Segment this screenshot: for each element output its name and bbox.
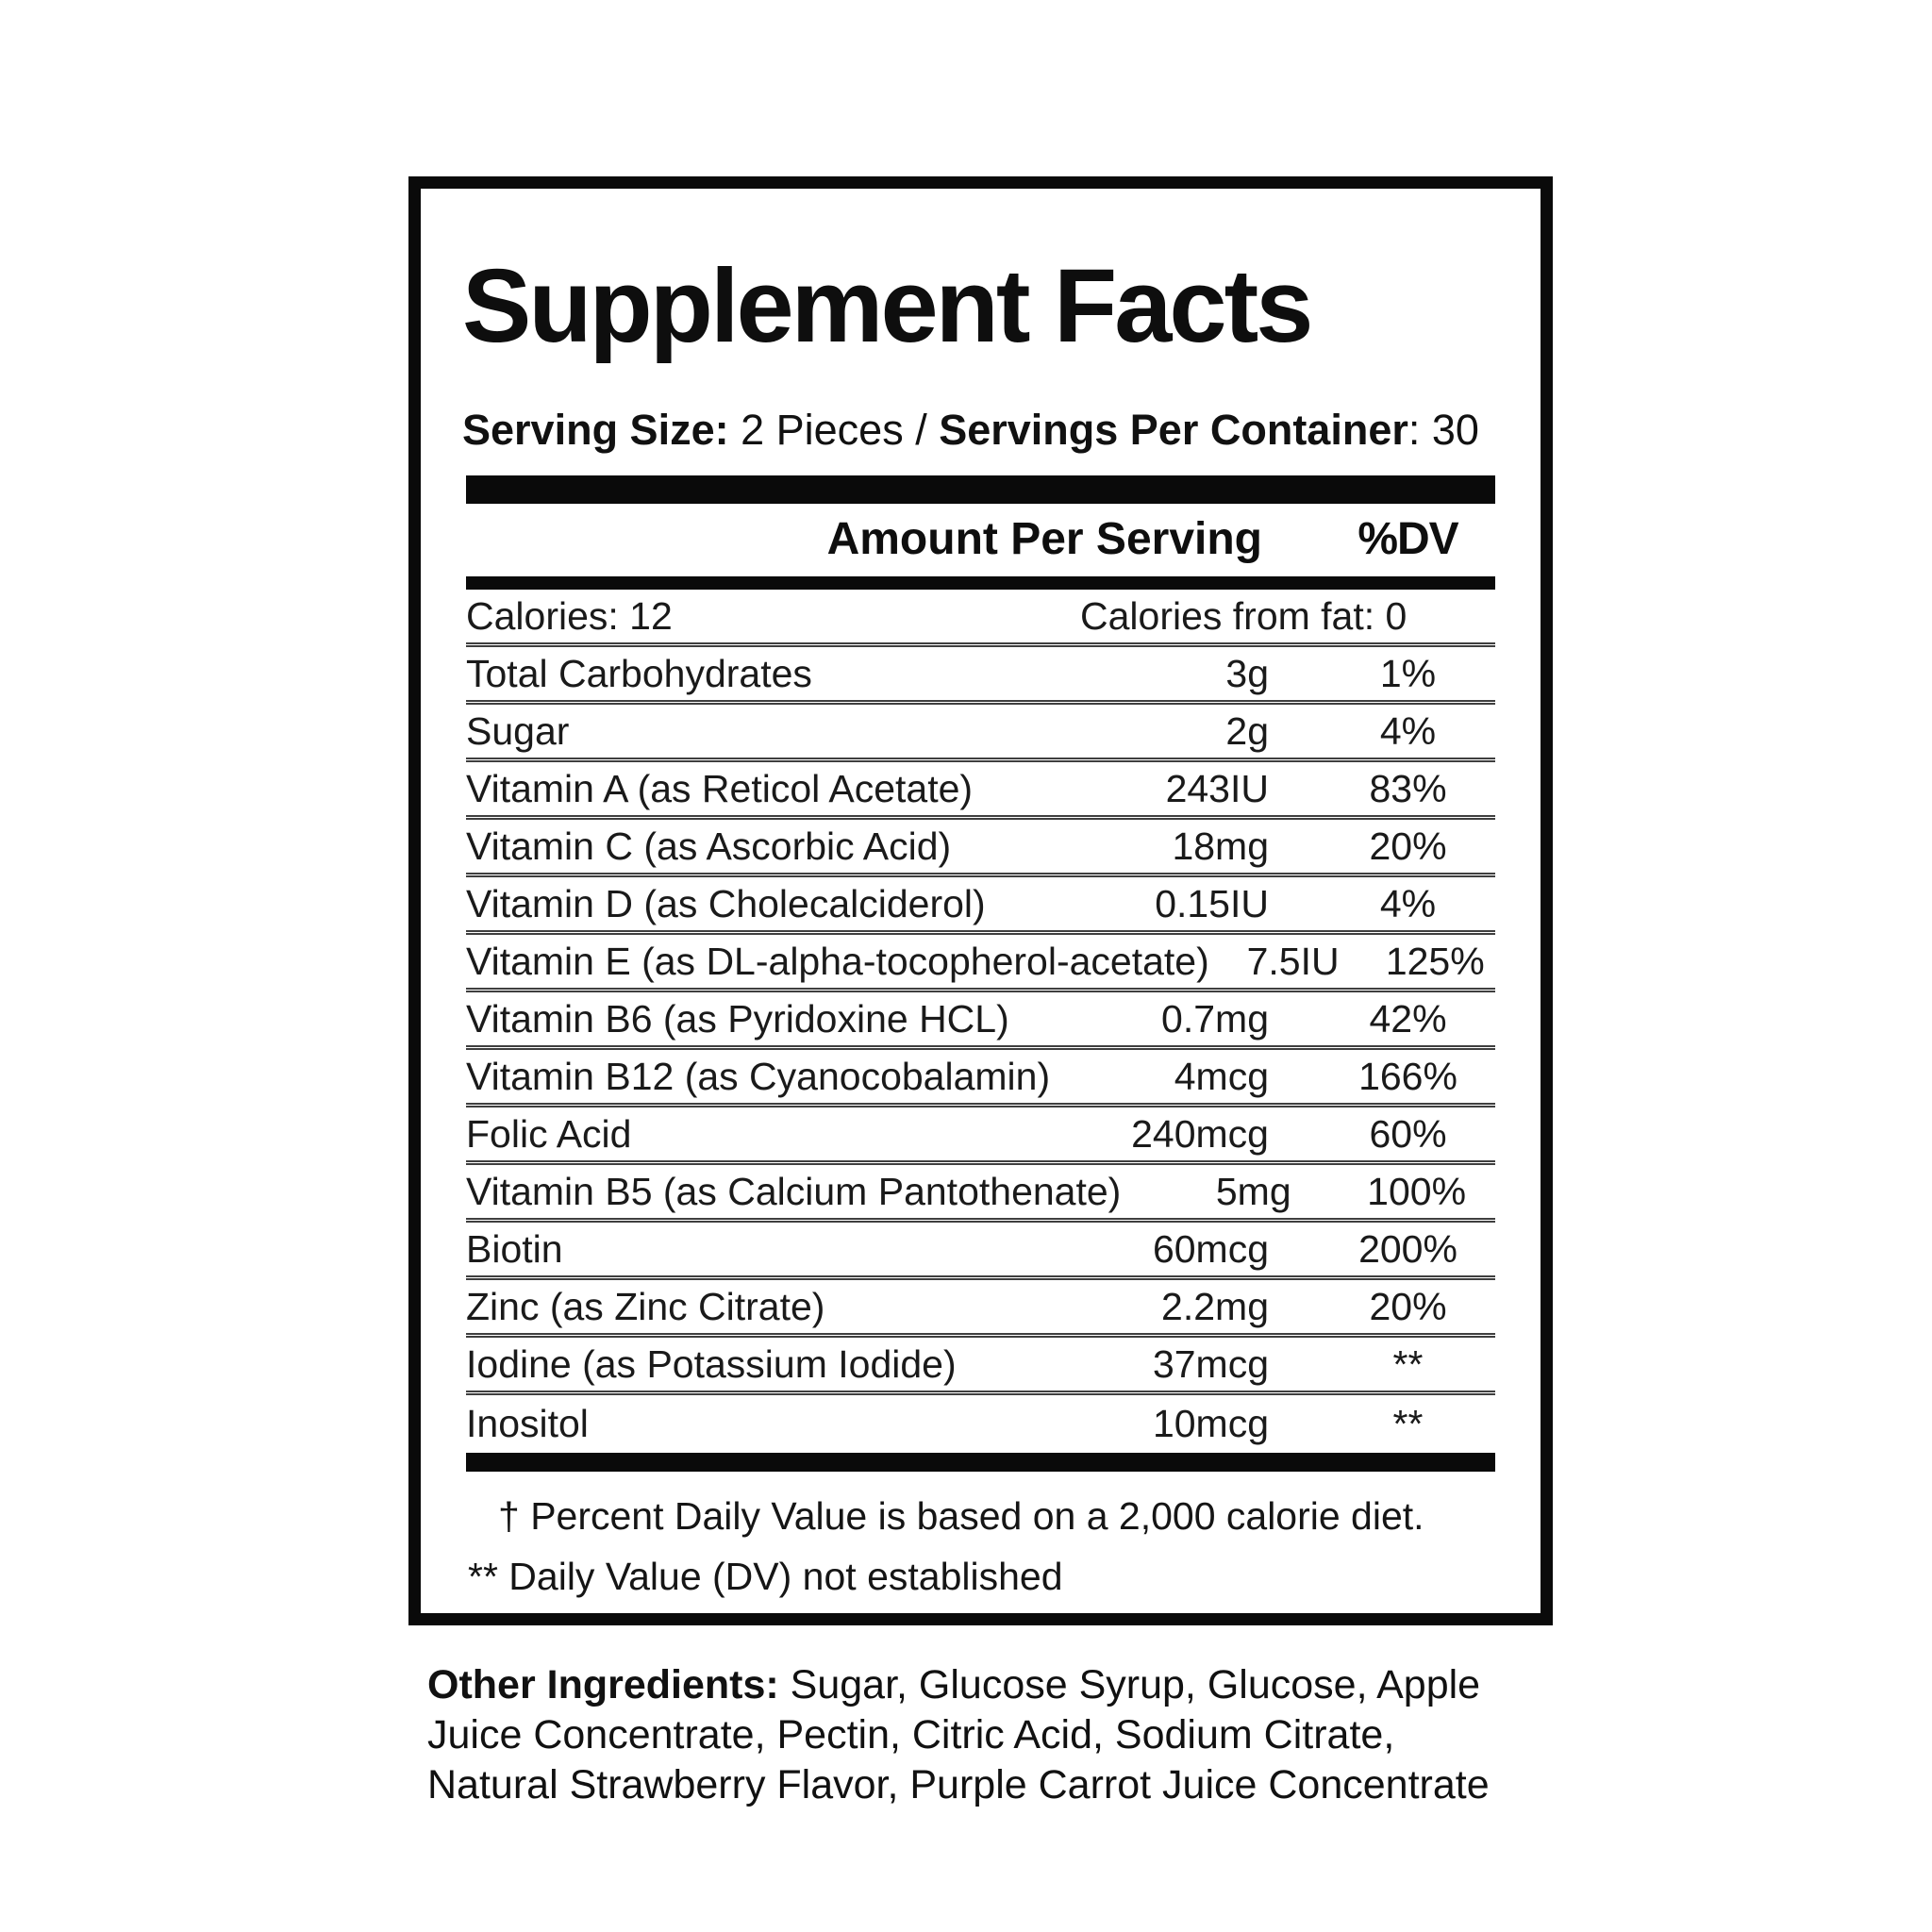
table-row: Vitamin B5 (as Calcium Pantothenate) 5mg… — [466, 1165, 1495, 1223]
nutrient-name: Vitamin C (as Ascorbic Acid) — [466, 824, 952, 868]
table-row: Vitamin C (as Ascorbic Acid) 18mg 20% — [466, 820, 1495, 877]
footnote-daily-value: † Percent Daily Value is based on a 2,00… — [498, 1494, 1424, 1538]
nutrient-name: Vitamin B12 (as Cyanocobalamin) — [466, 1054, 1051, 1098]
nutrient-amount: 60mcg — [1152, 1226, 1269, 1271]
table-row: Vitamin D (as Cholecalciderol) 0.15IU 4% — [466, 877, 1495, 935]
separator-bar-top — [466, 475, 1495, 504]
table-row: Total Carbohydrates 3g 1% — [466, 647, 1495, 705]
table-row: Inositol 10mcg ** — [466, 1395, 1495, 1453]
nutrient-dv: 20% — [1369, 824, 1447, 868]
separator-bar-bottom — [466, 1453, 1495, 1472]
nutrient-dv: 4% — [1379, 708, 1437, 753]
nutrient-name: Total Carbohydrates — [466, 651, 812, 695]
nutrient-dv: 83% — [1369, 766, 1447, 810]
nutrient-name: Vitamin B5 (as Calcium Pantothenate) — [466, 1169, 1122, 1213]
serving-size-value: 2 Pieces / — [728, 406, 940, 454]
table-row: Vitamin B6 (as Pyridoxine HCL) 0.7mg 42% — [466, 992, 1495, 1050]
serving-info: Serving Size: 2 Pieces / Servings Per Co… — [462, 406, 1518, 455]
nutrient-name: Folic Acid — [466, 1111, 632, 1156]
nutrient-amount: 37mcg — [1152, 1341, 1269, 1386]
nutrient-name: Biotin — [466, 1226, 563, 1271]
nutrient-amount: 243IU — [1165, 766, 1269, 810]
nutrient-dv: 200% — [1358, 1226, 1457, 1271]
panel-title: Supplement Facts — [462, 248, 1313, 364]
nutrient-amount: 0.7mg — [1161, 996, 1269, 1041]
nutrient-table: Calories: 12 Calories from fat: 0 Total … — [466, 590, 1495, 1453]
nutrient-amount: 7.5IU — [1246, 939, 1340, 983]
nutrient-dv: ** — [1392, 1341, 1424, 1386]
table-row: Sugar 2g 4% — [466, 705, 1495, 762]
nutrient-dv: 1% — [1379, 651, 1437, 695]
serving-size-label: Serving Size: — [462, 406, 729, 454]
nutrient-name: Sugar — [466, 708, 570, 753]
calories-label: Calories: 12 — [466, 593, 673, 638]
nutrient-amount: 18mg — [1172, 824, 1269, 868]
nutrient-name: Inositol — [466, 1402, 589, 1445]
nutrient-name: Iodine (as Potassium Iodide) — [466, 1341, 957, 1386]
nutrient-dv: 100% — [1367, 1169, 1467, 1213]
table-row: Vitamin B12 (as Cyanocobalamin) 4mcg 166… — [466, 1050, 1495, 1108]
separator-bar-header — [466, 576, 1495, 590]
footnotes: † Percent Daily Value is based on a 2,00… — [466, 1494, 1495, 1599]
nutrient-amount: 5mg — [1215, 1169, 1291, 1213]
nutrient-name: Vitamin E (as DL-alpha-tocopherol-acetat… — [466, 939, 1209, 983]
nutrient-dv: 125% — [1385, 939, 1485, 983]
nutrient-name: Zinc (as Zinc Citrate) — [466, 1284, 825, 1328]
calories-from-fat-label: Calories from fat: 0 — [1080, 593, 1407, 638]
nutrient-amount: 2g — [1225, 708, 1269, 753]
nutrient-dv: 60% — [1369, 1111, 1447, 1156]
panel-inner: Supplement Facts Serving Size: 2 Pieces … — [421, 255, 1541, 1599]
servings-per-container-value: : 30 — [1407, 406, 1479, 454]
table-row: Folic Acid 240mcg 60% — [466, 1108, 1495, 1165]
column-header-row: Amount Per Serving %DV — [466, 513, 1495, 565]
nutrient-dv: ** — [1392, 1402, 1424, 1445]
nutrient-dv: 166% — [1358, 1054, 1457, 1098]
other-ingredients-paragraph: Other Ingredients: Sugar, Glucose Syrup,… — [427, 1660, 1517, 1810]
nutrient-name: Vitamin A (as Reticol Acetate) — [466, 766, 974, 810]
table-row: Biotin 60mcg 200% — [466, 1223, 1495, 1280]
table-row: Iodine (as Potassium Iodide) 37mcg ** — [466, 1338, 1495, 1395]
nutrient-amount: 240mcg — [1131, 1111, 1269, 1156]
supplement-facts-panel: Supplement Facts Serving Size: 2 Pieces … — [408, 176, 1553, 1625]
servings-per-container-label: Servings Per Container — [939, 406, 1408, 454]
nutrient-amount: 3g — [1225, 651, 1269, 695]
nutrient-dv: 20% — [1369, 1284, 1447, 1328]
nutrient-name: Vitamin D (as Cholecalciderol) — [466, 881, 986, 925]
table-row: Zinc (as Zinc Citrate) 2.2mg 20% — [466, 1280, 1495, 1338]
table-row: Vitamin E (as DL-alpha-tocopherol-acetat… — [466, 935, 1495, 992]
nutrient-amount: 4mcg — [1174, 1054, 1269, 1098]
nutrient-amount: 0.15IU — [1155, 881, 1269, 925]
amount-per-serving-header: Amount Per Serving — [826, 514, 1262, 564]
nutrient-amount: 2.2mg — [1161, 1284, 1269, 1328]
other-ingredients-label: Other Ingredients: — [427, 1662, 779, 1707]
percent-dv-header: %DV — [1357, 514, 1458, 564]
nutrient-amount: 10mcg — [1152, 1402, 1269, 1445]
table-row: Vitamin A (as Reticol Acetate) 243IU 83% — [466, 762, 1495, 820]
nutrient-dv: 4% — [1379, 881, 1437, 925]
nutrient-dv: 42% — [1369, 996, 1447, 1041]
nutrient-name: Vitamin B6 (as Pyridoxine HCL) — [466, 996, 1009, 1041]
other-ingredients-text: Sugar, Glucose Syrup, Glucose, Apple Jui… — [427, 1662, 1490, 1807]
table-row-calories: Calories: 12 Calories from fat: 0 — [466, 590, 1495, 647]
footnote-dv-not-established: ** Daily Value (DV) not established — [468, 1555, 1063, 1598]
